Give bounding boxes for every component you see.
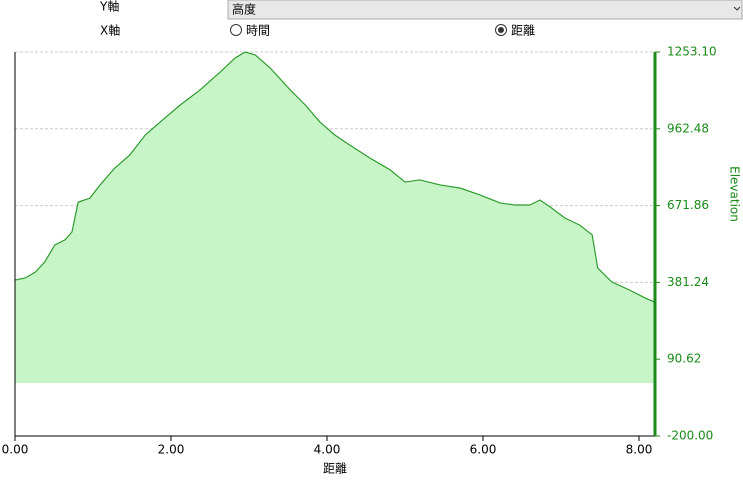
y-tick-label: -200.00 bbox=[667, 429, 713, 443]
y-tick-label: 962.48 bbox=[667, 121, 709, 135]
x-axis-label: X軸 bbox=[100, 24, 120, 38]
y-axis-title: Elevation bbox=[728, 166, 742, 222]
dropdown-arrow bbox=[733, 6, 741, 11]
x-tick-label: 2.00 bbox=[158, 443, 185, 457]
x-tick-label: 8.00 bbox=[626, 443, 653, 457]
y-select-value: 高度 bbox=[232, 2, 256, 17]
area-fill bbox=[15, 52, 655, 384]
y-select[interactable] bbox=[227, 0, 743, 20]
y-tick-label: 381.24 bbox=[667, 275, 709, 289]
x-axis-title: 距離 bbox=[323, 462, 347, 476]
y-axis-label: Y軸 bbox=[99, 0, 119, 14]
radio[interactable] bbox=[230, 24, 242, 36]
y-tick-label: 671.86 bbox=[667, 198, 709, 212]
x-tick-label: 4.00 bbox=[314, 443, 341, 457]
x-tick-label: 0.00 bbox=[2, 443, 29, 457]
radio-label: 距離 bbox=[511, 24, 535, 38]
line bbox=[14, 51, 655, 303]
radio-dot bbox=[498, 27, 504, 33]
y-tick-label: 90.62 bbox=[667, 352, 701, 366]
x-tick-label: 6.00 bbox=[470, 443, 497, 457]
y-tick-label: 1253.10 bbox=[667, 45, 717, 59]
radio-label: 時間 bbox=[246, 24, 270, 38]
